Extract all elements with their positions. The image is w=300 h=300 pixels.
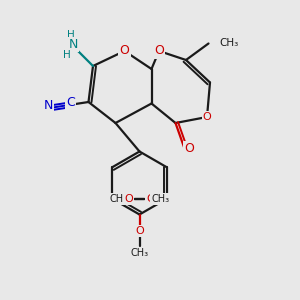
Text: O: O: [154, 44, 164, 58]
Text: O: O: [120, 44, 129, 58]
Text: O: O: [146, 194, 155, 204]
Text: O: O: [184, 142, 194, 155]
Text: H: H: [67, 30, 74, 40]
Text: CH₃: CH₃: [219, 38, 238, 49]
Text: H: H: [63, 50, 70, 60]
Text: N: N: [69, 38, 78, 51]
Text: C: C: [66, 96, 75, 109]
Text: CH₃: CH₃: [151, 194, 169, 204]
Text: O: O: [202, 112, 211, 122]
Text: CH₃: CH₃: [130, 248, 148, 258]
Text: O: O: [135, 226, 144, 236]
Text: CH₃: CH₃: [110, 194, 128, 204]
Text: O: O: [124, 194, 133, 204]
Text: N: N: [43, 99, 53, 112]
